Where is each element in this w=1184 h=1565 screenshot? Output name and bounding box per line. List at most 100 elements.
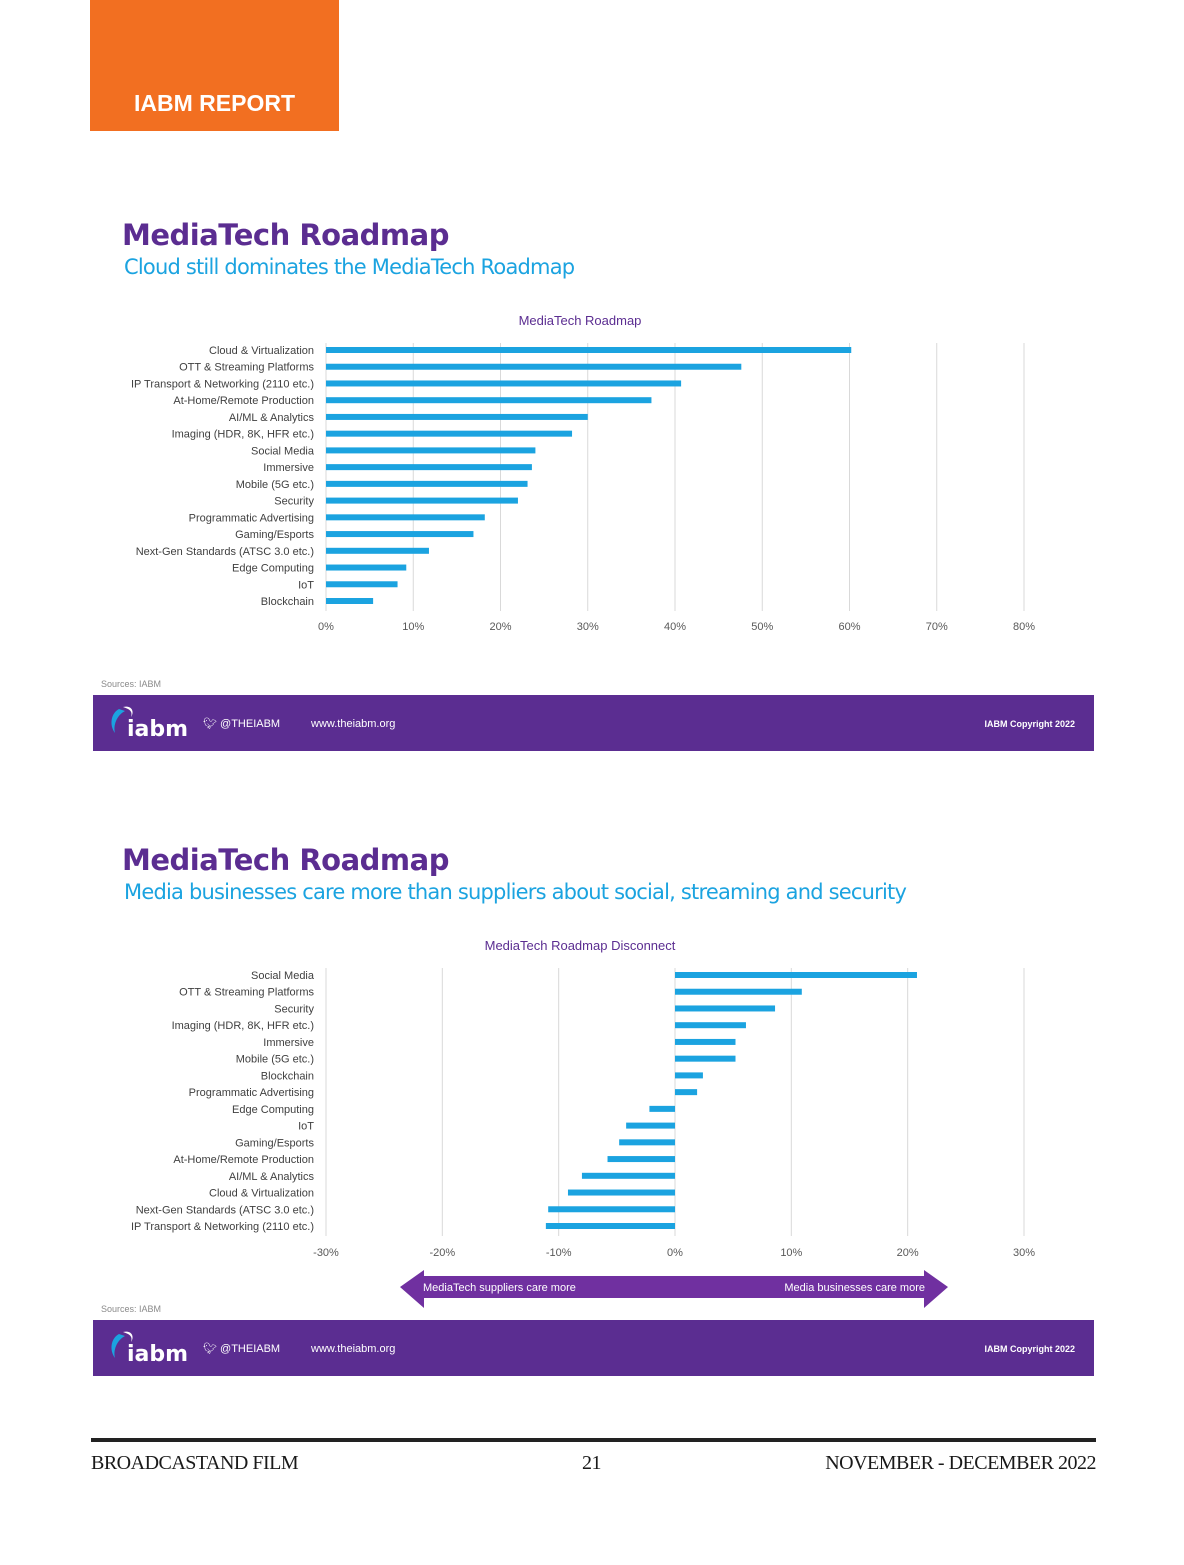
twitter-handle[interactable]: 🐦︎ @THEIABM xyxy=(203,718,281,730)
bar xyxy=(326,380,682,387)
website-link[interactable]: www.theiabm.org xyxy=(311,718,396,730)
arrow-left-label: MediaTech suppliers care more xyxy=(423,1282,576,1294)
category-label: Immersive xyxy=(263,462,314,474)
footer-date: NOVEMBER - DECEMBER 2022 xyxy=(825,1452,1096,1474)
category-label: IP Transport & Networking (2110 etc.) xyxy=(131,378,314,390)
category-label: OTT & Streaming Platforms xyxy=(179,362,314,374)
section1-subtitle: Cloud still dominates the MediaTech Road… xyxy=(124,255,575,279)
bar xyxy=(567,1189,675,1196)
tick-label: -30% xyxy=(313,1247,339,1259)
category-label: Security xyxy=(274,1003,314,1015)
bar xyxy=(675,972,917,978)
chart2-disconnect: MediaTech Roadmap Disconnect -30% -20% -10%… xyxy=(131,938,1035,1259)
category-label: AI/ML & Analytics xyxy=(229,412,315,424)
bar xyxy=(326,547,429,554)
section1-title: MediaTech Roadmap xyxy=(122,218,449,252)
category-label: Next-Gen Standards (ATSC 3.0 etc.) xyxy=(136,546,314,558)
footer-page-number: 21 xyxy=(582,1452,602,1474)
bar xyxy=(326,347,852,353)
category-label: At-Home/Remote Production xyxy=(173,395,314,407)
website-link[interactable]: www.theiabm.org xyxy=(311,1343,396,1355)
bar xyxy=(548,1206,675,1213)
category-label: Imaging (HDR, 8K, HFR etc.) xyxy=(172,1020,314,1032)
category-label: Cloud & Virtualization xyxy=(209,1188,314,1200)
bar xyxy=(649,1105,675,1112)
bar xyxy=(326,514,485,521)
bar xyxy=(326,480,528,487)
bar xyxy=(545,1223,675,1229)
twitter-handle-text: @THEIABM xyxy=(220,1343,281,1355)
bar xyxy=(326,581,398,588)
tick-label: 70% xyxy=(926,621,948,633)
category-label: Programmatic Advertising xyxy=(189,512,314,524)
bar xyxy=(326,397,652,404)
section2-subtitle: Media businesses care more than supplier… xyxy=(124,880,907,904)
tick-label: 20% xyxy=(489,621,511,633)
twitter-handle-text: @THEIABM xyxy=(220,718,281,730)
copyright-text: IABM Copyright 2022 xyxy=(984,1344,1075,1354)
tick-label: 0% xyxy=(318,621,334,633)
category-label: Blockchain xyxy=(261,1070,314,1082)
bar xyxy=(326,531,474,538)
category-label: IP Transport & Networking (2110 etc.) xyxy=(131,1221,314,1233)
footer-rule xyxy=(91,1438,1096,1442)
footer-publication: BROADCASTAND FILM xyxy=(91,1452,299,1474)
section2-title: MediaTech Roadmap xyxy=(122,843,449,877)
tick-label: 40% xyxy=(664,621,686,633)
category-label: Mobile (5G etc.) xyxy=(236,1054,314,1066)
category-label: Blockchain xyxy=(261,596,314,608)
tick-label: 30% xyxy=(1013,1247,1035,1259)
bar xyxy=(675,1055,736,1062)
bar xyxy=(326,564,407,571)
bar xyxy=(675,1005,776,1012)
bar xyxy=(326,464,532,471)
tick-label: -20% xyxy=(429,1247,455,1259)
bar xyxy=(675,1038,736,1045)
category-label: Immersive xyxy=(263,1037,314,1049)
category-label: Imaging (HDR, 8K, HFR etc.) xyxy=(172,429,314,441)
logo-text: iabm xyxy=(127,717,188,742)
category-label: At-Home/Remote Production xyxy=(173,1154,314,1166)
bar xyxy=(326,598,374,604)
logo-text: iabm xyxy=(127,1342,188,1367)
tick-label: 20% xyxy=(897,1247,919,1259)
bar xyxy=(626,1122,675,1129)
category-label: Cloud & Virtualization xyxy=(209,345,314,357)
section2-footer-band: iabm 🐦︎ @THEIABM www.theiabm.org IABM Co… xyxy=(93,1320,1094,1376)
bar xyxy=(326,363,742,370)
category-label: Mobile (5G etc.) xyxy=(236,479,314,491)
tick-label: 80% xyxy=(1013,621,1035,633)
report-tab: IABM REPORT xyxy=(90,0,339,131)
category-label: Gaming/Esports xyxy=(235,1137,314,1149)
bar xyxy=(675,1072,703,1079)
bar xyxy=(326,497,518,504)
tick-label: 0% xyxy=(667,1247,683,1259)
category-label: IoT xyxy=(298,1121,314,1133)
tick-label: 10% xyxy=(780,1247,802,1259)
category-label: OTT & Streaming Platforms xyxy=(179,987,314,999)
chart-title: MediaTech Roadmap xyxy=(519,313,642,328)
bar xyxy=(326,447,536,454)
iabm-logo-icon: iabm xyxy=(111,1331,188,1367)
category-label: Programmatic Advertising xyxy=(189,1087,314,1099)
category-label: Security xyxy=(274,496,314,508)
category-label: AI/ML & Analytics xyxy=(229,1171,315,1183)
category-label: Next-Gen Standards (ATSC 3.0 etc.) xyxy=(136,1204,314,1216)
category-label: Social Media xyxy=(251,445,315,457)
tick-label: 30% xyxy=(577,621,599,633)
bar xyxy=(675,988,802,995)
chart-title: MediaTech Roadmap Disconnect xyxy=(485,938,676,953)
tick-label: 50% xyxy=(751,621,773,633)
bar xyxy=(675,1089,698,1096)
tick-label: 10% xyxy=(402,621,424,633)
twitter-handle[interactable]: 🐦︎ @THEIABM xyxy=(203,1343,281,1355)
copyright-text: IABM Copyright 2022 xyxy=(984,719,1075,729)
bar xyxy=(675,1022,746,1029)
category-label: IoT xyxy=(298,579,314,591)
report-tab-label: IABM REPORT xyxy=(134,90,295,116)
bar xyxy=(326,413,588,420)
bar xyxy=(581,1172,675,1179)
bar xyxy=(326,430,573,437)
care-more-arrow: MediaTech suppliers care more Media busi… xyxy=(400,1270,948,1308)
section2-source: Sources: IABM xyxy=(101,1304,162,1314)
